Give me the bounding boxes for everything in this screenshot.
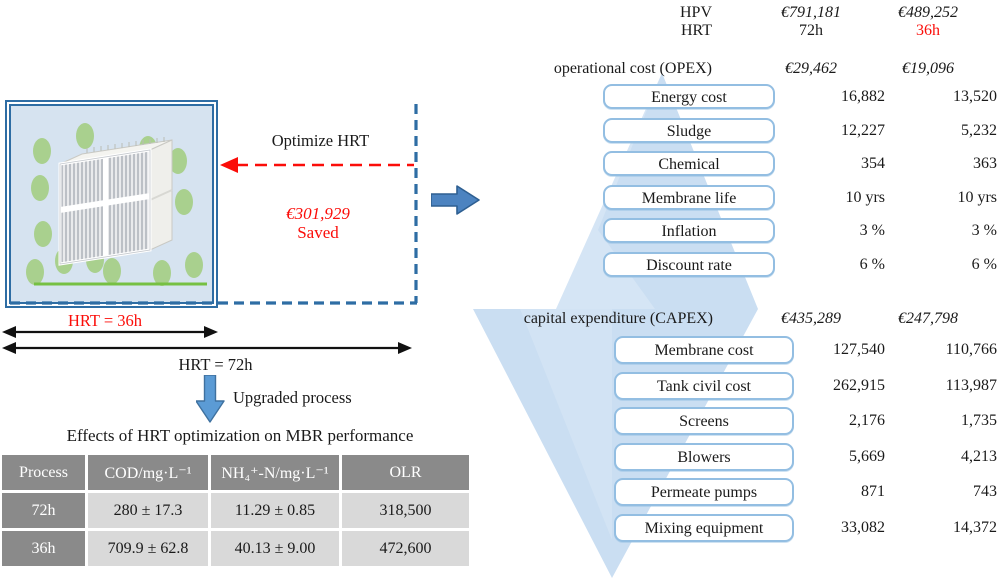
flow-right-arrow bbox=[431, 185, 480, 215]
upgraded-process-down-arrow bbox=[196, 375, 225, 423]
opex-value-36h: 6 % bbox=[971, 256, 997, 273]
capex-total-72h: €435,289 bbox=[781, 310, 841, 327]
opex-value-72h: 10 yrs bbox=[845, 189, 885, 206]
opex-item-box: Discount rate bbox=[603, 252, 775, 277]
opex-value-72h: 354 bbox=[861, 155, 885, 172]
table-cell-cod: 709.9 ± 62.8 bbox=[88, 531, 208, 566]
opex-item-box: Chemical bbox=[603, 151, 775, 176]
capex-item-box: Tank civil cost bbox=[614, 372, 794, 400]
upgraded-process-label: Upgraded process bbox=[233, 388, 352, 407]
hrt-span-arrows bbox=[2, 326, 412, 354]
table-cell-nh4: 40.13 ± 9.00 bbox=[211, 531, 339, 566]
opex-item-box: Sludge bbox=[603, 118, 775, 143]
opex-value-72h: 6 % bbox=[859, 256, 885, 273]
table-cell-olr: 472,600 bbox=[342, 531, 469, 566]
saved-word: Saved bbox=[297, 223, 339, 242]
opex-item-box: Energy cost bbox=[603, 84, 775, 109]
opex-value-36h: 10 yrs bbox=[957, 189, 997, 206]
table-header-process: Process bbox=[2, 455, 85, 490]
opex-value-36h: 13,520 bbox=[953, 88, 997, 105]
saved-amount: €301,929 bbox=[286, 204, 350, 223]
opex-total-36h: €19,096 bbox=[902, 60, 954, 77]
capex-item-box: Membrane cost bbox=[614, 336, 794, 364]
previous-tank-dashed-outline bbox=[10, 104, 418, 305]
capex-value-36h: 113,987 bbox=[945, 377, 997, 394]
opex-item-box: Inflation bbox=[603, 218, 775, 243]
table-header-cod: COD/mg·L⁻¹ bbox=[88, 455, 208, 490]
table-header-nh4: NH₄⁺-N/mg·L⁻¹ bbox=[211, 455, 339, 490]
opex-value-72h: 12,227 bbox=[841, 122, 885, 139]
capex-value-36h: 14,372 bbox=[953, 519, 997, 536]
table-row-process: 72h bbox=[2, 493, 85, 528]
savings-callout: €301,929 Saved bbox=[268, 204, 368, 242]
opex-value-72h: 3 % bbox=[859, 222, 885, 239]
opex-section-label: operational cost (OPEX) bbox=[553, 60, 712, 77]
opex-total-72h: €29,462 bbox=[785, 60, 837, 77]
opex-item-box: Membrane life bbox=[603, 185, 775, 210]
hrt-value-36h: 36h bbox=[916, 22, 940, 39]
table-header-olr: OLR bbox=[342, 455, 469, 490]
capex-item-box: Permeate pumps bbox=[614, 478, 794, 506]
capex-value-36h: 1,735 bbox=[961, 412, 997, 429]
hrt-36-label: HRT = 36h bbox=[67, 311, 143, 330]
table-row-process: 36h bbox=[2, 531, 85, 566]
capex-value-72h: 871 bbox=[861, 483, 885, 500]
table-cell-cod: 280 ± 17.3 bbox=[88, 493, 208, 528]
hrt-value-72h: 72h bbox=[799, 22, 823, 39]
opex-value-36h: 3 % bbox=[971, 222, 997, 239]
capex-item-box: Mixing equipment bbox=[614, 514, 794, 542]
table-cell-olr: 318,500 bbox=[342, 493, 469, 528]
hpv-value-72h: €791,181 bbox=[781, 4, 841, 21]
hpv-value-36h: €489,252 bbox=[898, 4, 958, 21]
membrane-module-icon bbox=[58, 137, 173, 266]
capex-value-72h: 33,082 bbox=[841, 519, 885, 536]
opex-value-36h: 5,232 bbox=[961, 122, 997, 139]
optimize-hrt-label: Optimize HRT bbox=[271, 131, 370, 150]
optimize-hrt-arrow bbox=[220, 157, 414, 173]
capex-item-box: Blowers bbox=[614, 443, 794, 471]
hrt-72-label: HRT = 72h bbox=[178, 355, 253, 374]
capex-value-72h: 5,669 bbox=[849, 448, 885, 465]
capex-value-36h: 110,766 bbox=[945, 341, 997, 358]
mbr-tank bbox=[5, 100, 218, 308]
hpv-row-label: HPV bbox=[679, 4, 712, 21]
hrt-row-label: HRT bbox=[680, 22, 712, 39]
opex-value-72h: 16,882 bbox=[841, 88, 885, 105]
table-cell-nh4: 11.29 ± 0.85 bbox=[211, 493, 339, 528]
capex-value-36h: 4,213 bbox=[961, 448, 997, 465]
capex-total-36h: €247,798 bbox=[898, 310, 958, 327]
performance-table-title: Effects of HRT optimization on MBR perfo… bbox=[66, 426, 414, 445]
capex-value-36h: 743 bbox=[973, 483, 997, 500]
tank-contents bbox=[26, 123, 207, 286]
capex-value-72h: 262,915 bbox=[833, 377, 885, 394]
capex-item-box: Screens bbox=[614, 407, 794, 435]
performance-table: Process COD/mg·L⁻¹ NH₄⁺-N/mg·L⁻¹ OLR 72h… bbox=[2, 455, 469, 566]
opex-value-36h: 363 bbox=[973, 155, 997, 172]
capex-section-label: capital expenditure (CAPEX) bbox=[523, 310, 713, 327]
capex-value-72h: 2,176 bbox=[849, 412, 885, 429]
capex-value-72h: 127,540 bbox=[833, 341, 885, 358]
